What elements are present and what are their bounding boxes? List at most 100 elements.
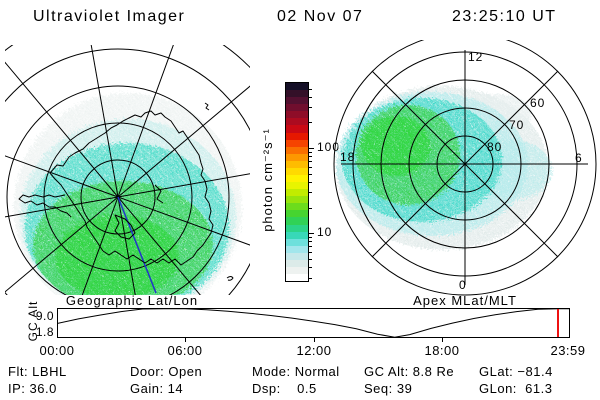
colorbar-major-tick — [308, 233, 314, 235]
colorbar-band — [286, 182, 308, 190]
header-time: 23:25:10 UT — [452, 8, 557, 25]
colorbar — [285, 82, 309, 282]
colorbar-band — [286, 167, 308, 176]
reference-meridian-line — [117, 196, 157, 294]
colorbar-ticks: 100 10 — [308, 82, 348, 280]
mlt-label-12: 12 — [468, 50, 483, 64]
current-time-marker — [556, 309, 559, 337]
time-axis-label: 23:59 — [550, 343, 586, 358]
colorbar-tick-label: 100 — [317, 139, 341, 154]
status-field-flt: Flt: LBHL — [8, 364, 67, 379]
apex-grid-labels: 12 18 6 0 60 70 80 — [340, 50, 583, 292]
caption-geographic: Geographic Lat/Lon — [65, 293, 199, 308]
colorbar-minor-tick — [308, 237, 312, 239]
colorbar-tick-label: 10 — [317, 225, 333, 240]
colorbar-minor-tick — [308, 207, 312, 209]
time-axis-label: 06:00 — [167, 343, 203, 358]
meridian-line — [117, 173, 250, 198]
antarctica-coastline — [18, 102, 234, 281]
colorbar-band — [286, 97, 308, 105]
header-date: 02 Nov 07 — [277, 8, 364, 25]
meridian-line — [90, 45, 119, 198]
meridian-line — [5, 155, 119, 198]
colorbar-band — [286, 83, 308, 91]
colorbar-band — [286, 196, 308, 204]
caption-apex: Apex MLat/MLT — [413, 293, 517, 308]
mlt-label-6: 6 — [575, 151, 583, 165]
colorbar-band — [286, 238, 308, 246]
time-axis-label: 00:00 — [39, 343, 75, 358]
geographic-grid — [5, 45, 250, 295]
gc-alt-ytick-1-8: 1.8 — [35, 325, 54, 339]
status-field-dsp: Dsp: 0.5 — [252, 381, 317, 396]
meridian-line — [81, 196, 119, 295]
colorbar-minor-tick — [308, 151, 312, 153]
gc-alt-ytick-9: 9.0 — [35, 309, 54, 323]
colorbar-band — [286, 153, 308, 161]
time-axis-tick — [442, 338, 443, 342]
meridian-line — [5, 196, 119, 293]
colorbar-band — [286, 104, 308, 112]
status-field-door: Door: Open — [130, 364, 203, 379]
apex-polar-plot: 12 18 6 0 60 70 80 — [333, 40, 597, 296]
colorbar-band — [286, 189, 308, 197]
colorbar-band — [286, 111, 308, 119]
meridian-line — [117, 85, 250, 198]
gc-alt-curve-plot — [57, 308, 570, 338]
mlat-label-70: 70 — [509, 118, 524, 132]
colorbar-major-tick — [308, 147, 314, 149]
colorbar-unit-label: photon cm⁻²s⁻¹ — [260, 128, 275, 232]
gc-alt-curve — [57, 308, 570, 338]
colorbar-minor-tick — [308, 156, 312, 158]
time-axis-label: 18:00 — [424, 343, 460, 358]
meridian-line — [5, 196, 119, 218]
colorbar-band — [286, 259, 308, 268]
mlat-label-80: 80 — [487, 140, 502, 154]
colorbar-band — [286, 203, 308, 211]
colorbar-minor-tick — [308, 88, 312, 90]
colorbar-minor-tick — [308, 277, 312, 279]
aurora-image-apex — [336, 86, 552, 250]
colorbar-minor-tick — [308, 181, 312, 183]
colorbar-band — [286, 231, 308, 239]
colorbar-band — [286, 224, 308, 232]
colorbar-minor-tick — [308, 266, 312, 268]
colorbar-minor-tick — [308, 258, 312, 260]
apex-grid — [333, 40, 597, 296]
colorbar-minor-tick — [308, 96, 312, 98]
colorbar-band — [286, 252, 308, 260]
colorbar-band — [286, 118, 308, 126]
colorbar-minor-tick — [308, 192, 312, 194]
time-axis-label: 12:00 — [296, 343, 332, 358]
colorbar-band — [286, 125, 308, 133]
status-field-gain: Gain: 14 — [130, 381, 184, 396]
colorbar-band — [286, 274, 308, 282]
colorbar-band — [286, 245, 308, 253]
status-field-mode: Mode: Normal — [252, 364, 340, 379]
mlt-label-0: 0 — [459, 278, 467, 292]
colorbar-minor-tick — [308, 173, 312, 175]
colorbar-minor-tick — [308, 122, 312, 124]
meridian-line — [5, 61, 119, 198]
colorbar-minor-tick — [308, 246, 312, 248]
meridian-line — [117, 196, 250, 246]
colorbar-band — [286, 175, 308, 183]
status-field-seq: Seq: 39 — [364, 381, 413, 396]
colorbar-band — [286, 160, 308, 168]
colorbar-minor-tick — [308, 241, 312, 243]
colorbar-band — [286, 146, 308, 154]
time-axis-tick — [185, 338, 186, 342]
colorbar-band — [286, 217, 308, 225]
colorbar-minor-tick — [308, 161, 312, 163]
mlt-label-18: 18 — [340, 150, 355, 164]
meridian-line — [117, 196, 136, 295]
status-field-ip: IP: 36.0 — [8, 381, 57, 396]
colorbar-minor-tick — [308, 107, 312, 109]
colorbar-band — [286, 132, 308, 140]
meridian-line — [117, 45, 174, 198]
page-title: Ultraviolet Imager — [33, 8, 186, 25]
colorbar-band — [286, 210, 308, 218]
status-field-gc-alt: GC Alt: 8.8 Re — [364, 364, 455, 379]
colorbar-band — [286, 90, 308, 98]
